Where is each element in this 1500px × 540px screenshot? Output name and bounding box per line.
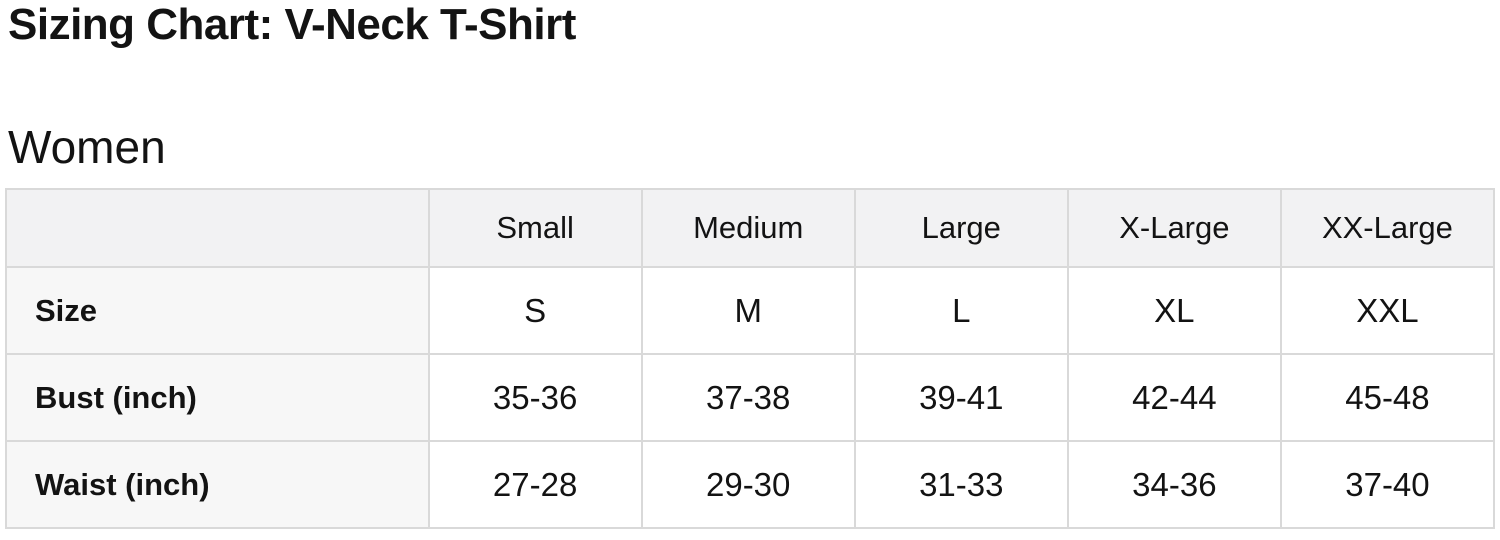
section-heading-women: Women xyxy=(8,121,166,173)
header-cell-xx-large: XX-Large xyxy=(1279,188,1496,268)
header-row: Small Medium Large X-Large XX-Large xyxy=(5,188,1496,268)
cell-size-medium: M xyxy=(640,266,856,355)
header-cell-medium: Medium xyxy=(640,188,856,268)
cell-waist-xx-large: 37-40 xyxy=(1279,440,1496,529)
header-cell-small: Small xyxy=(427,188,643,268)
page-title: Sizing Chart: V-Neck T-Shirt xyxy=(8,0,576,49)
table-row-size: Size S M L XL XXL xyxy=(5,266,1496,355)
cell-size-large: L xyxy=(853,266,1069,355)
header-cell-x-large: X-Large xyxy=(1066,188,1282,268)
sizing-table: Small Medium Large X-Large XX-Large Size… xyxy=(5,188,1496,529)
cell-waist-small: 27-28 xyxy=(427,440,643,529)
cell-waist-large: 31-33 xyxy=(853,440,1069,529)
header-cell-large: Large xyxy=(853,188,1069,268)
cell-size-x-large: XL xyxy=(1066,266,1282,355)
sizing-table-body: Size S M L XL XXL Bust (inch) 35-36 37-3… xyxy=(5,266,1496,529)
table-row-bust: Bust (inch) 35-36 37-38 39-41 42-44 45-4… xyxy=(5,353,1496,442)
cell-bust-small: 35-36 xyxy=(427,353,643,442)
table-row-waist: Waist (inch) 27-28 29-30 31-33 34-36 37-… xyxy=(5,440,1496,529)
header-cell-empty xyxy=(5,188,430,268)
cell-bust-xx-large: 45-48 xyxy=(1279,353,1496,442)
row-label-size: Size xyxy=(5,266,430,355)
cell-bust-medium: 37-38 xyxy=(640,353,856,442)
cell-size-small: S xyxy=(427,266,643,355)
cell-bust-large: 39-41 xyxy=(853,353,1069,442)
cell-waist-x-large: 34-36 xyxy=(1066,440,1282,529)
cell-size-xx-large: XXL xyxy=(1279,266,1496,355)
row-label-waist: Waist (inch) xyxy=(5,440,430,529)
row-label-bust: Bust (inch) xyxy=(5,353,430,442)
sizing-table-header: Small Medium Large X-Large XX-Large xyxy=(5,188,1496,268)
cell-waist-medium: 29-30 xyxy=(640,440,856,529)
cell-bust-x-large: 42-44 xyxy=(1066,353,1282,442)
